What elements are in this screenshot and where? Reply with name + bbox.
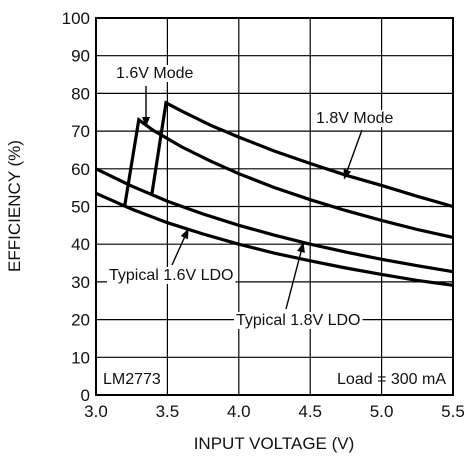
leader-lines [142, 86, 363, 310]
y-tick-label: 80 [71, 84, 90, 103]
annotation-load: Load = 300 mA [337, 371, 446, 388]
annotation-typical-1-8v-ldo-arrowhead [297, 242, 305, 253]
y-tick-label: 10 [71, 348, 90, 367]
x-tick-label: 3.0 [84, 402, 108, 421]
annotation-1-8v-mode-background [314, 110, 396, 127]
annotation-typical-1-6v-ldo-leader [171, 233, 187, 266]
y-tick-label: 30 [71, 273, 90, 292]
x-axis-label: INPUT VOLTAGE (V) [194, 434, 355, 453]
y-tick-label: 90 [71, 47, 90, 66]
series-line-typical-1-8v-ldo [95, 167, 454, 274]
y-tick-label: 100 [62, 9, 90, 28]
y-tick-label: 60 [71, 160, 90, 179]
annotation-typical-1-6v-ldo: Typical 1.6V LDO [109, 267, 234, 284]
series-line-typical-1-6v-ldo [95, 191, 454, 287]
series-line-1-6v-mode [123, 116, 454, 239]
annotation-backgrounds [107, 65, 396, 329]
x-tick-label: 5.0 [370, 402, 394, 421]
x-tick-label: 3.5 [156, 402, 180, 421]
annotation-1-6v-mode-arrowhead [142, 117, 150, 127]
annotation-1-6v-mode: 1.6V Mode [116, 65, 193, 82]
y-axis-label: EFFICIENCY (%) [5, 140, 24, 272]
y-tick-label: 0 [81, 386, 90, 405]
y-tick-label: 70 [71, 122, 90, 141]
annotation-typical-1-8v-ldo-leader [285, 247, 303, 310]
y-tick-label: 50 [71, 198, 90, 217]
annotation-1-8v-mode-leader [345, 129, 363, 175]
plot-frame [95, 17, 454, 396]
x-tick-label: 5.5 [441, 402, 465, 421]
annotation-1-8v-mode-arrowhead [343, 168, 352, 180]
annotation-typical-1-8v-ldo: Typical 1.8V LDO [236, 312, 361, 329]
annotations: 1.6V Mode 1.8V Mode Typical 1.6V LDO Typica… [103, 65, 446, 388]
annotation-1-6v-mode-background [114, 65, 196, 82]
y-tick-label: 40 [71, 235, 90, 254]
annotation-lm2773: LM2773 [103, 371, 161, 388]
annotation-1-8v-mode: 1.8V Mode [316, 110, 393, 127]
annotation-typical-1-6v-ldo-arrowhead [180, 228, 189, 240]
annotation-typical-1-6v-ldo-background [107, 267, 236, 284]
annotation-typical-1-8v-ldo-background [234, 312, 363, 329]
x-tick-label: 4.5 [298, 402, 322, 421]
x-tick-labels: 3.0 3.5 4.0 4.5 5.0 5.5 [84, 402, 465, 421]
y-tick-label: 20 [71, 311, 90, 330]
series-lines [95, 100, 454, 287]
series-line-1-8v-mode [150, 100, 454, 209]
y-tick-labels: 0 10 20 30 40 50 60 70 80 90 100 [62, 9, 90, 405]
x-tick-label: 4.0 [227, 402, 251, 421]
